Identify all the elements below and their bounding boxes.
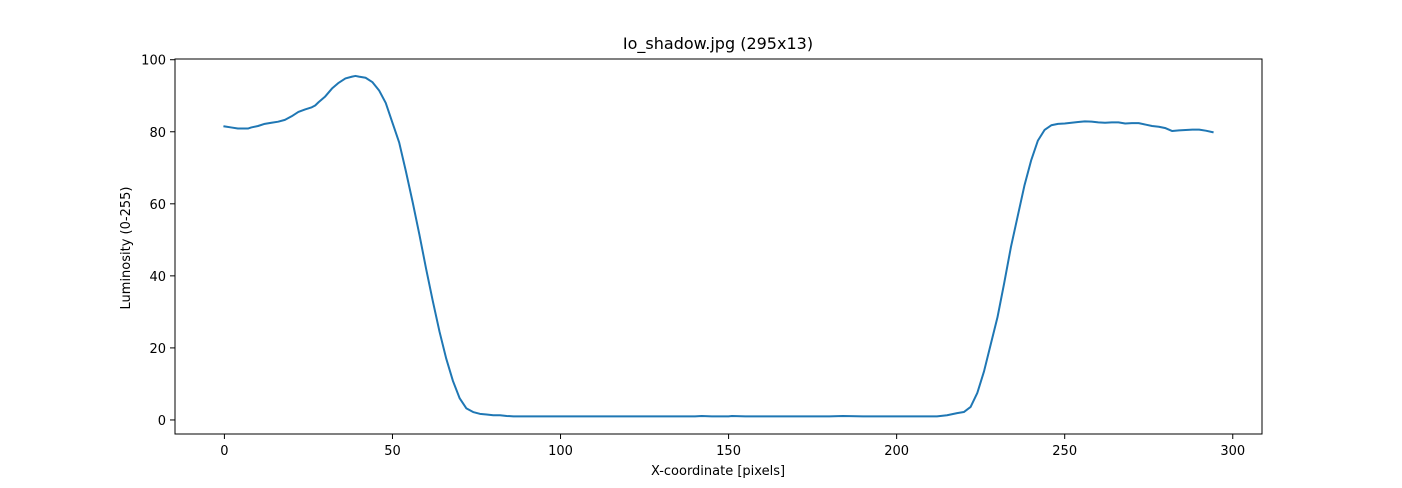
x-tick-label-200: 200 xyxy=(884,444,909,459)
plot-area: 0 50 100 150 200 250 300 0 20 40 60 80 100 xyxy=(141,54,1263,459)
series-line-0 xyxy=(223,74,1214,418)
x-tick-label-150: 150 xyxy=(716,444,741,459)
y-axis-label: Luminosity (0-255) xyxy=(119,187,134,310)
y-tick-label-0: 0 xyxy=(158,414,166,429)
y-tick-label-80: 80 xyxy=(149,126,166,141)
x-tick-label-50: 50 xyxy=(384,444,401,459)
plot-frame xyxy=(174,58,1263,435)
x-axis-label: X-coordinate [pixels] xyxy=(651,464,785,479)
x-tick-label-300: 300 xyxy=(1220,444,1245,459)
chart-title: Io_shadow.jpg (295x13) xyxy=(623,34,813,54)
y-tick-label-100: 100 xyxy=(141,54,166,69)
x-tick-label-250: 250 xyxy=(1052,444,1077,459)
y-tick-label-20: 20 xyxy=(149,342,166,357)
x-tick-label-0: 0 xyxy=(220,444,228,459)
y-tick-label-40: 40 xyxy=(149,270,166,285)
y-tick-label-60: 60 xyxy=(149,198,166,213)
x-tick-label-100: 100 xyxy=(548,444,573,459)
